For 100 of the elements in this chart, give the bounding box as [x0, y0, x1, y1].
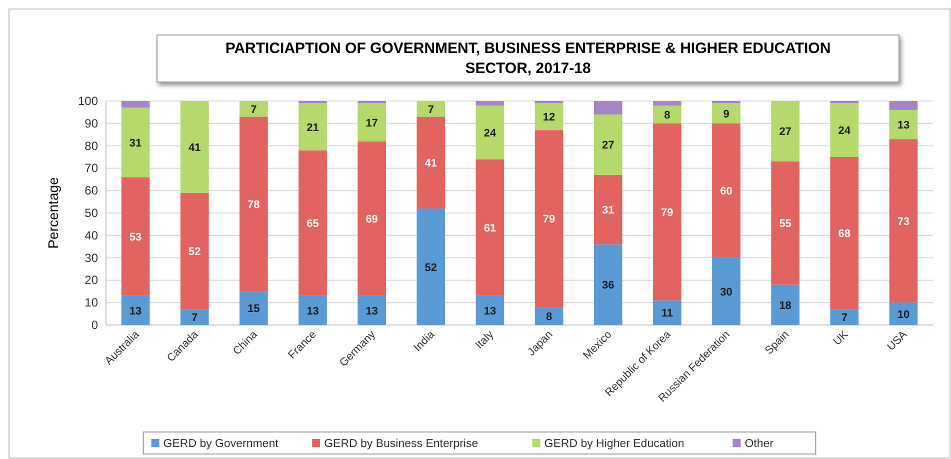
- bar: [653, 123, 682, 300]
- data-label: 8: [664, 109, 670, 122]
- y-tick-label: 10: [84, 296, 98, 310]
- bar: [298, 103, 327, 150]
- bar: [298, 296, 327, 325]
- y-tick-label: 100: [78, 94, 98, 108]
- data-label: 55: [779, 218, 792, 230]
- y-tick-label: 70: [84, 161, 98, 176]
- data-label: 11: [661, 308, 673, 320]
- bar: [594, 114, 622, 175]
- data-label: 61: [484, 222, 496, 235]
- bar: [476, 105, 504, 160]
- data-label: 52: [188, 246, 201, 258]
- bar: [830, 309, 859, 325]
- x-tick-label: Italy: [473, 328, 496, 352]
- bar: [594, 244, 622, 325]
- bar: [121, 108, 150, 178]
- bar: [534, 307, 564, 325]
- bar: [594, 101, 622, 114]
- bar: [594, 174, 622, 244]
- bar: [771, 161, 800, 285]
- data-label: 13: [484, 305, 496, 318]
- y-axis-title: Percentage: [45, 176, 61, 249]
- bar: [180, 192, 209, 310]
- bar: [712, 258, 740, 325]
- data-label: 13: [897, 120, 910, 132]
- bar: [121, 101, 150, 108]
- data-label: 31: [602, 204, 614, 217]
- bar: [889, 110, 918, 140]
- data-label: 52: [424, 262, 438, 274]
- bar: [476, 159, 504, 296]
- data-label: 73: [897, 216, 910, 228]
- data-label: 53: [129, 232, 142, 244]
- bar: [180, 309, 209, 325]
- data-label: 27: [779, 126, 792, 138]
- data-label: 65: [306, 218, 319, 230]
- y-tick-label: 0: [91, 318, 98, 332]
- bar: [240, 291, 268, 325]
- data-label: 24: [838, 125, 852, 138]
- bar: [121, 296, 150, 325]
- data-label: 24: [484, 127, 497, 140]
- y-tick-label: 60: [84, 184, 98, 198]
- bar: [830, 103, 859, 157]
- data-label: 9: [723, 108, 730, 120]
- data-label: 7: [192, 312, 198, 324]
- bar: [358, 296, 386, 325]
- bar: [476, 296, 504, 325]
- data-label: 69: [366, 214, 378, 226]
- data-label: 12: [542, 112, 556, 124]
- bar: [240, 101, 268, 117]
- data-label: 60: [720, 186, 732, 198]
- data-label: 8: [546, 311, 552, 324]
- bar: [298, 150, 327, 296]
- bar: [653, 105, 682, 124]
- x-tick-label: USA: [885, 328, 910, 354]
- data-label: 10: [897, 308, 910, 321]
- bar: [180, 101, 209, 193]
- data-label: 7: [428, 104, 434, 116]
- bar: [653, 300, 682, 325]
- bar: [889, 101, 918, 110]
- y-tick-label: 40: [84, 228, 98, 242]
- bar: [889, 302, 918, 325]
- data-label: 7: [250, 104, 257, 116]
- bar: [771, 101, 800, 162]
- y-tick-label: 90: [84, 116, 98, 130]
- bar: [771, 284, 800, 325]
- bar: [416, 208, 446, 325]
- bar: [416, 116, 446, 209]
- data-label: 31: [129, 137, 142, 150]
- bar: [889, 139, 918, 303]
- legend-label: GERD by Business Enterprise: [324, 438, 478, 450]
- bar: [653, 101, 682, 106]
- data-label: 13: [129, 305, 142, 318]
- y-tick-label: 30: [84, 250, 98, 265]
- legend-label: GERD by Government: [163, 438, 280, 450]
- data-label: 41: [424, 158, 438, 170]
- data-label: 79: [542, 214, 556, 226]
- data-label: 30: [720, 286, 732, 298]
- data-label: 7: [841, 312, 848, 324]
- data-label: 18: [779, 300, 792, 312]
- y-tick-label: 50: [84, 206, 98, 220]
- bar: [712, 123, 740, 258]
- bar: [712, 103, 740, 124]
- data-label: 79: [661, 206, 674, 219]
- bar: [121, 177, 150, 296]
- bar: [358, 103, 386, 142]
- y-tick-label: 20: [84, 273, 98, 288]
- bar: [240, 116, 268, 292]
- data-label: 41: [188, 142, 201, 154]
- bar: [476, 101, 504, 106]
- data-label: 21: [306, 122, 319, 134]
- data-label: 78: [248, 199, 260, 212]
- data-label: 36: [602, 280, 614, 292]
- bar: [534, 103, 564, 130]
- bar: [534, 130, 564, 308]
- data-label: 68: [838, 228, 851, 240]
- data-label: 13: [366, 305, 378, 318]
- x-tick-label: UK: [831, 328, 851, 348]
- data-label: 13: [306, 305, 319, 318]
- legend-label: Other: [744, 438, 774, 450]
